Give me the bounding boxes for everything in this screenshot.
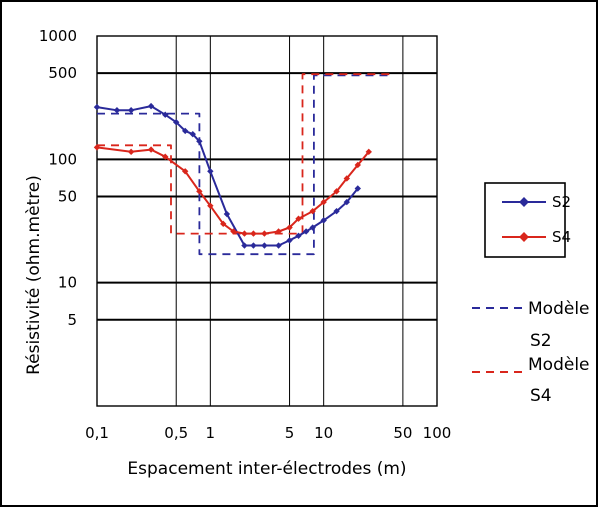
data-point-s4 [261,230,268,237]
data-point-s4 [275,228,282,235]
data-point-s2 [250,242,257,249]
y-tick-label: 100 [48,150,77,168]
data-point-s4 [162,153,169,160]
data-point-s4 [207,202,214,209]
data-point-s4 [286,224,293,231]
data-point-s4 [147,146,155,153]
data-point-s4 [309,207,316,215]
data-point-s2 [173,119,180,126]
x-axis-label: Espacement inter-électrodes (m) [127,459,406,479]
series-layer [93,73,392,256]
data-point-s4 [230,228,237,235]
x-tick-label: 50 [393,424,412,442]
data-point-s2 [113,107,121,114]
data-point-s4 [127,148,135,156]
data-point-s2 [147,102,155,110]
legend-s2-label: S2 [552,193,571,211]
legend-s4-marker [519,232,529,242]
data-point-s4 [241,230,248,237]
data-point-s2 [302,228,310,235]
data-point-s2 [343,198,351,206]
legend-model-s2-label-line2: S2 [530,331,552,351]
y-tick-label: 10 [58,274,77,292]
plot-area [96,35,438,407]
x-tick-label: 0,5 [164,424,188,442]
data-point-s4 [343,175,351,182]
data-point-s2 [309,224,316,231]
data-point-s2 [189,130,196,138]
y-tick-label: 500 [48,64,77,82]
data-point-s2 [162,111,169,118]
data-point-s2 [354,185,361,192]
data-point-s4 [354,161,361,169]
x-tick-label: 0,1 [85,424,109,442]
data-point-s2 [207,168,214,175]
data-point-s2 [295,232,302,239]
data-point-s4 [93,144,101,151]
legend-model-s2-label: Modèle [528,299,590,319]
data-point-s2 [286,237,293,244]
data-point-s4 [196,188,203,195]
data-point-s4 [333,188,340,195]
y-tick-label: 50 [58,187,77,205]
x-tick-label: 100 [423,424,452,442]
data-point-s2 [275,242,282,249]
y-axis-label: Résistivité (ohm.mètre) [24,175,44,375]
legend-model-s4-label: Modèle [528,355,590,375]
data-point-s4 [181,168,189,175]
data-point-s2 [196,138,203,145]
data-point-s2 [181,127,189,135]
y-tick-label: 5 [67,311,77,329]
legend-s2-marker [519,197,529,207]
x-tick-label: 5 [285,424,295,442]
data-point-s2 [223,210,231,218]
data-point-s4 [365,148,372,156]
x-gridlines [175,36,404,406]
legend-box [484,182,566,258]
data-point-s2 [261,242,268,249]
data-point-s2 [320,217,327,224]
x-tick-label: 10 [314,424,333,442]
legend-models: Modèle S2 Modèle S4 [472,299,590,406]
y-gridlines [97,72,437,321]
y-tick-label: 1000 [39,27,77,45]
data-point-s2 [241,242,248,249]
data-point-s4 [295,215,302,222]
x-tick-labels: 0,1 0,5 1 5 10 50 100 [85,424,451,442]
legend-model-s4-label-line2: S4 [530,386,552,406]
legend: S2 S4 [484,182,571,258]
data-point-s2 [93,103,101,111]
legend-s4-label: S4 [552,228,571,246]
series-line-mod-le-s2 [97,74,392,256]
x-tick-label: 1 [206,424,216,442]
data-point-s2 [333,207,340,215]
data-point-s4 [250,230,257,237]
data-point-s4 [220,220,227,228]
y-tick-labels: 1000 500 100 50 10 5 [39,27,77,329]
data-point-s4 [320,198,327,206]
data-point-s2 [127,107,135,114]
